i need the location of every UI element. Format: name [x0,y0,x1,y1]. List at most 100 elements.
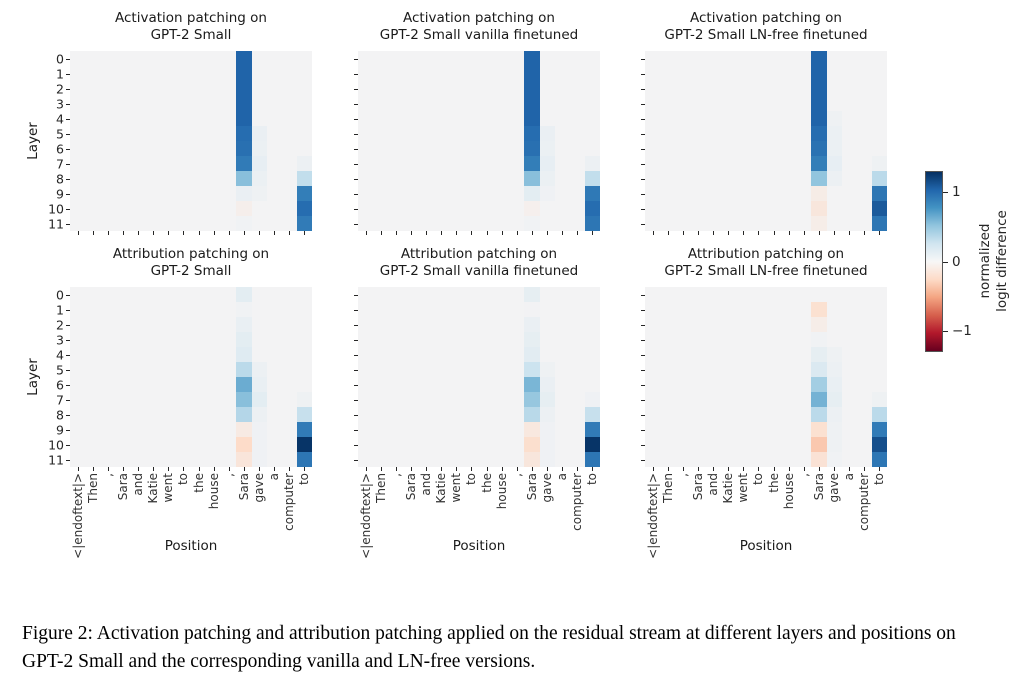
heatmap-cell [479,156,495,171]
heatmap-cell [373,452,389,467]
heatmap-cell [100,66,116,81]
heatmap-cell [675,96,691,111]
x-tick [92,467,94,471]
heatmap-cell [766,156,782,171]
heatmap-cell [735,407,751,422]
x-tick [228,231,230,235]
heatmap-cell [841,111,857,126]
heatmap-cell [675,287,691,302]
heatmap-cell [690,332,706,347]
heatmap-cell [811,156,827,171]
heatmap-cell [403,452,419,467]
heatmap-cell [433,201,449,216]
x-tick [501,467,503,471]
y-tick-label: 5 [56,362,64,377]
heatmap-cell [221,66,237,81]
heatmap-cell [175,81,191,96]
heatmap-cell [206,377,222,392]
colorbar-label-line1: normalized [977,223,993,299]
heatmap-cell [750,66,766,81]
heatmap-cell [100,407,116,422]
panel-title-line2: GPT-2 Small [150,263,232,279]
x-tick-label: gave [252,473,267,593]
heatmap-cell [720,141,736,156]
x-tick [818,467,820,471]
x-tick [138,231,140,235]
heatmap-cell [251,422,267,437]
heatmap-cell [206,96,222,111]
heatmap-cell [660,51,676,66]
heatmap-cell [85,332,101,347]
y-tick-label: 0 [56,51,64,66]
heatmap-cell [433,51,449,66]
heatmap-cell [448,156,464,171]
heatmap-cell [811,317,827,332]
heatmap-cell [175,96,191,111]
heatmap-cell [750,111,766,126]
heatmap-cell [675,437,691,452]
y-tick-label: 7 [56,156,64,171]
heatmap-cell [175,362,191,377]
heatmap-cell [509,392,525,407]
heatmap-cell [479,201,495,216]
heatmap-cell [115,347,131,362]
heatmap-cell [781,422,797,437]
heatmap-cell [85,81,101,96]
heatmap-cell [811,141,827,156]
heatmap-cell [509,141,525,156]
heatmap-cell [191,437,207,452]
heatmap-cell [70,96,86,111]
heatmap-cell [115,407,131,422]
y-tick [354,178,358,180]
heatmap-cell [130,332,146,347]
heatmap-cell [191,66,207,81]
x-tick-label-text: went [736,473,751,503]
heatmap-cell [191,287,207,302]
heatmap-cell [660,111,676,126]
heatmap-cell [660,96,676,111]
heatmap-cell [448,302,464,317]
heatmap-cell [70,66,86,81]
heatmap-cell [871,81,887,96]
heatmap-cell [720,287,736,302]
heatmap-cell [796,392,812,407]
x-tick-label: and [419,473,434,593]
heatmap-cell [645,111,661,126]
heatmap-cell [236,392,252,407]
x-tick-label: , [796,473,811,593]
heatmap-cell [191,156,207,171]
heatmap-cell [130,156,146,171]
heatmap-cell [296,171,312,186]
heatmap-cell [796,332,812,347]
heatmap-cell [463,111,479,126]
heatmap-cell [358,186,374,201]
heatmap-cell [826,437,842,452]
heatmap-cell [856,126,872,141]
heatmap-cell [660,171,676,186]
panel-title-line1: Activation patching on [403,10,555,26]
heatmap-cell [524,171,540,186]
heatmap-cell [509,377,525,392]
panel-title: Activation patching on GPT-2 Small [70,10,312,44]
heatmap-cell [251,452,267,467]
heatmap-cell [281,422,297,437]
heatmap-cell [826,156,842,171]
heatmap-cell [115,392,131,407]
heatmap-cell [130,216,146,231]
y-tick-label: 0 [56,287,64,302]
heatmap-cell [479,126,495,141]
heatmap-cell [85,216,101,231]
heatmap-cell [418,111,434,126]
heatmap-cell [781,141,797,156]
heatmap-cell [448,407,464,422]
y-tick [354,414,358,416]
heatmap-cell [509,287,525,302]
heatmap-cell [236,51,252,66]
x-tick [259,231,261,235]
y-tick-label: 2 [56,317,64,332]
heatmap-cell [463,96,479,111]
heatmap-panel [358,51,600,231]
heatmap-cell [221,156,237,171]
heatmap-cell [236,317,252,332]
x-tick [547,467,549,471]
